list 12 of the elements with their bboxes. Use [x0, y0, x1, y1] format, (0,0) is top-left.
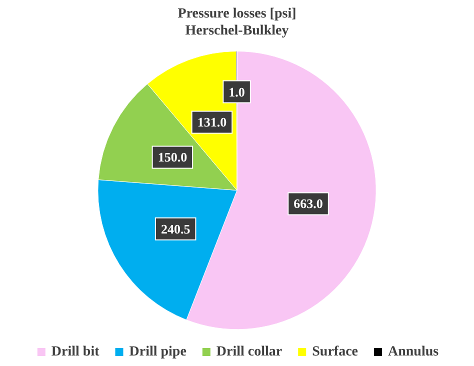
legend-label: Drill pipe — [129, 344, 186, 360]
data-label: 131.0 — [197, 114, 227, 130]
chart-subtitle: Herschel-Bulkley — [185, 24, 289, 38]
legend-label: Annulus — [388, 344, 440, 360]
legend-label: Drill bit — [51, 344, 100, 360]
data-label: 663.0 — [294, 196, 323, 212]
data-label: 240.5 — [160, 221, 191, 236]
data-label: 1.0 — [228, 84, 245, 100]
legend-label: Drill collar — [216, 344, 282, 360]
chart-title: Pressure losses [psi] — [178, 6, 296, 22]
data-label: 150.0 — [158, 150, 188, 165]
legend-label: Surface — [312, 344, 358, 360]
